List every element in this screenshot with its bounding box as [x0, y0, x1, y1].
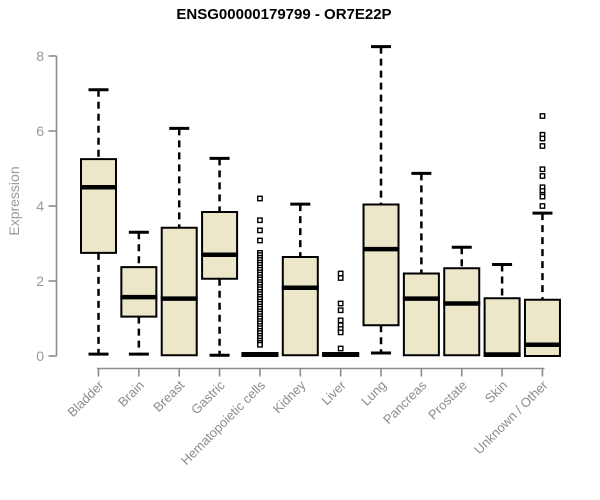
x-tick-label: Unknown / Other: [471, 377, 551, 457]
x-tick-label: Liver: [318, 377, 349, 408]
x-tick-label: Brain: [115, 378, 147, 410]
box-group-kidney: [281, 202, 319, 357]
y-tick-label: 6: [36, 123, 44, 139]
outlier-point: [337, 307, 344, 314]
outlier-point: [539, 203, 546, 209]
y-tick-label: 4: [36, 198, 44, 214]
outlier-point: [539, 113, 546, 119]
iqr-box: [201, 211, 239, 280]
iqr-box: [483, 297, 521, 357]
box-group-prostate: [443, 245, 481, 357]
outlier-point: [257, 237, 263, 244]
box-group-bladder: [80, 88, 117, 356]
box-group-breast: [160, 126, 198, 357]
x-tick-label: Pancreas: [380, 377, 430, 427]
iqr-box: [120, 266, 158, 318]
box-group-hematopoietic-cells: [241, 195, 279, 357]
x-tick-label: Kidney: [270, 377, 309, 416]
outlier-point: [539, 166, 546, 173]
outlier-point: [257, 227, 263, 234]
outlier-point: [337, 317, 344, 324]
iqr-box: [523, 298, 561, 357]
outlier-point: [257, 341, 263, 348]
outlier-point: [539, 143, 546, 149]
iqr-box: [80, 158, 117, 254]
box-group-pancreas: [402, 171, 440, 357]
outlier-point: [337, 275, 344, 281]
iqr-box: [443, 267, 481, 357]
x-tick-label: Skin: [482, 378, 510, 406]
box-group-lung: [362, 45, 400, 355]
box-group-gastric: [201, 156, 239, 357]
outlier-point: [337, 329, 344, 336]
x-tick-label: Lung: [358, 378, 389, 409]
x-tick-label: Breast: [150, 377, 187, 414]
outlier-point: [337, 300, 344, 307]
x-tick-label: Prostate: [425, 378, 470, 423]
y-tick-label: 8: [36, 48, 44, 64]
y-tick-label: 0: [36, 348, 44, 364]
outlier-point: [539, 135, 546, 142]
outlier-point: [539, 173, 546, 179]
box-group-brain: [120, 230, 158, 356]
x-tick-label: Gastric: [188, 377, 228, 417]
iqr-box: [281, 256, 319, 357]
iqr-box: [402, 272, 440, 357]
box-group-liver: [322, 270, 360, 357]
box-group-unknown-other: [523, 113, 561, 357]
chart-title: ENSG00000179799 - OR7E22P: [176, 6, 392, 23]
outlier-point: [257, 217, 263, 224]
outlier-point: [337, 270, 344, 277]
outlier-point: [257, 195, 263, 202]
outlier-point: [337, 345, 344, 352]
iqr-box: [362, 203, 400, 327]
box-group-skin: [483, 263, 521, 357]
y-tick-label: 2: [36, 273, 44, 289]
outlier-point: [539, 193, 546, 200]
x-tick-label: Bladder: [64, 377, 107, 420]
iqr-box: [160, 226, 198, 357]
